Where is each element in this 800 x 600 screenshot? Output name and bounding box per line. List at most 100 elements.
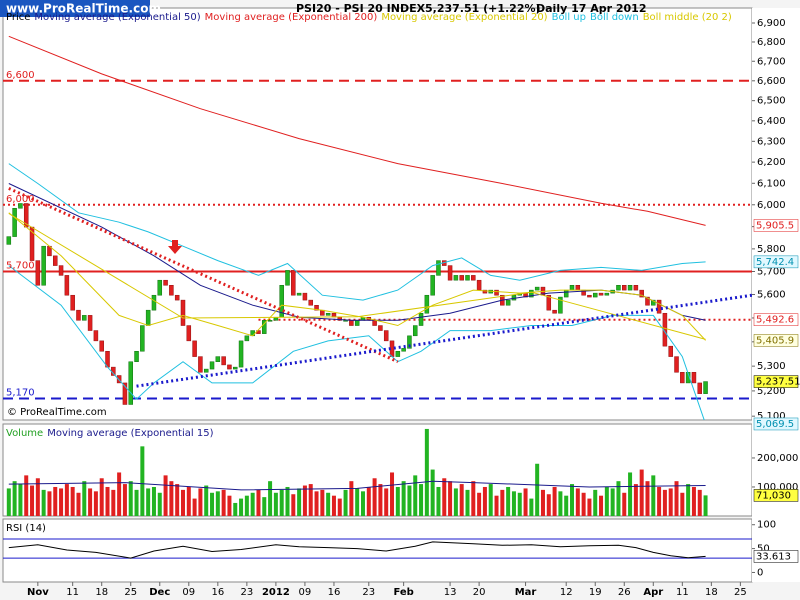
volume-bar (105, 486, 110, 516)
volume-bar (111, 489, 116, 516)
candle-body (633, 285, 639, 291)
candle-body (436, 260, 441, 276)
candle-body (140, 325, 145, 352)
volume-bar (285, 486, 290, 516)
volume-bar (76, 492, 81, 516)
legend: Price Moving average (Exponential 50) Movi… (6, 12, 732, 23)
candle-body (424, 294, 430, 314)
x-tick-label: Mar (515, 587, 537, 598)
candle-body (349, 320, 354, 326)
volume-bar (535, 463, 540, 516)
volume-bar (268, 481, 273, 516)
y-tick-label: 5,100 (757, 411, 786, 422)
candle-body (639, 289, 644, 298)
candle-body (53, 255, 58, 266)
volume-bar (448, 481, 453, 516)
candle-body (546, 294, 552, 311)
candle-body (395, 351, 401, 357)
legend: Volume Moving average (Exponential 15) (6, 428, 214, 439)
legend-entry: RSI (14) (6, 523, 46, 534)
y-tick-label: 6,800 (757, 37, 786, 48)
candle-body (70, 294, 75, 311)
volume-bar (668, 488, 673, 516)
y-tick-label: 100 (757, 520, 776, 531)
value-tag-box (753, 313, 799, 326)
x-tick-label: 23 (240, 587, 253, 598)
x-tick-label: 23 (362, 587, 375, 598)
volume-bar (436, 486, 441, 516)
legend-entry: Boll up (552, 12, 586, 23)
candle-body (604, 292, 610, 296)
volume-bar (35, 478, 40, 516)
volume-bar (117, 472, 122, 516)
volume-bar (12, 481, 17, 516)
volume-bar (407, 485, 412, 516)
volume-bar (198, 488, 203, 516)
trend-line (136, 293, 752, 388)
volume-bar (442, 478, 447, 516)
candle-body (244, 335, 250, 342)
candle-body (372, 320, 377, 326)
x-tick-label: 19 (589, 587, 602, 598)
volume-bar (308, 484, 313, 516)
candle-body (383, 330, 389, 342)
candle-body (186, 325, 192, 342)
indicator-line (8, 213, 706, 340)
indicator-line (8, 541, 706, 559)
volume-bar (140, 446, 145, 516)
level-label: 5,700 (6, 260, 35, 271)
volume-bar (134, 489, 139, 516)
candle-body (262, 320, 267, 334)
candle-body (6, 236, 12, 245)
legend-entry: Moving average (Exponential 50) (34, 12, 200, 23)
candle-body (622, 285, 627, 291)
volume-bar (459, 484, 464, 516)
legend-entry: Boll down (590, 12, 639, 23)
candle-body (587, 294, 592, 298)
candle-body (645, 296, 650, 306)
y-tick-label: 6,600 (757, 76, 786, 87)
candle-body (453, 275, 459, 281)
volume-plot (6, 428, 708, 516)
volume-bar (349, 481, 354, 516)
volume-bar (291, 494, 296, 516)
volume-bar (88, 488, 93, 516)
volume-bar (430, 469, 435, 516)
x-tick-label: 11 (66, 587, 79, 598)
candle-body (471, 275, 476, 281)
volume-bar (517, 492, 522, 516)
volume-bar (70, 486, 75, 516)
candle-body (563, 289, 569, 298)
y-tick-label: 5,300 (757, 361, 786, 372)
x-tick-label: 16 (328, 587, 341, 598)
x-tick-label: 11 (676, 587, 689, 598)
candle-body (302, 292, 308, 301)
volume-bar (546, 494, 551, 516)
volume-bar (262, 497, 267, 516)
x-tick-label: 18 (95, 587, 108, 598)
x-tick-label: 2012 (262, 587, 290, 598)
candle-body (656, 299, 662, 314)
volume-bar (186, 486, 191, 516)
value-tag-box (753, 334, 799, 347)
x-tick-label: Apr (643, 587, 663, 598)
value-tag: 5,237.51 (756, 377, 800, 388)
volume-bar (529, 498, 534, 516)
candle-body (41, 245, 46, 286)
volume-bar (622, 492, 627, 516)
volume-bar (250, 492, 255, 516)
volume-bar (210, 492, 215, 516)
copyright: © ProRealTime.com (7, 407, 107, 418)
level-label: 5,170 (6, 387, 35, 398)
volume-bar (279, 489, 284, 516)
candle-body (238, 340, 244, 368)
volume-bar (41, 489, 46, 516)
volume-bar (99, 478, 104, 516)
value-tag: 33.613 (756, 551, 791, 562)
candle-body (674, 356, 679, 373)
candle-body (291, 270, 296, 296)
candle-body (116, 375, 122, 384)
candle-body (494, 289, 499, 296)
volume-bar (599, 495, 604, 516)
value-tag: 71,030 (756, 490, 791, 501)
